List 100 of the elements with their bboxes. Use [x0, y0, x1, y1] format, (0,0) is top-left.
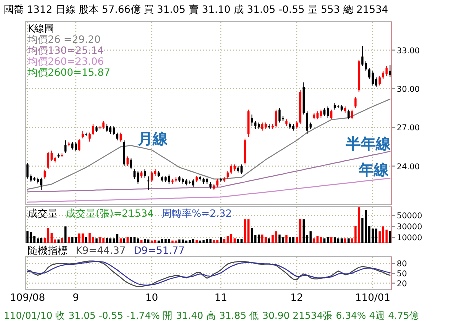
bar: [102, 238, 105, 243]
line-series: [27, 151, 391, 193]
bar: [226, 236, 230, 243]
bar: [337, 238, 340, 243]
y-tick-label: 50000: [397, 212, 422, 221]
bar: [85, 237, 88, 243]
bar: [223, 239, 226, 243]
bar: [234, 238, 236, 243]
candlestick: [78, 138, 81, 152]
candlestick: [230, 164, 233, 175]
y-tick-label: 30000: [397, 222, 422, 232]
bar: [182, 240, 184, 243]
x-tick-label: 11: [214, 293, 228, 304]
text: D9=51.77: [134, 246, 186, 257]
candlestick: [375, 77, 378, 88]
candlestick: [112, 126, 116, 136]
candlestick: [337, 104, 340, 109]
text: 均價130=25.14: [27, 45, 104, 57]
y-tick-label: 80: [397, 260, 408, 269]
x-tick-label: 9: [72, 293, 80, 304]
bar: [112, 238, 116, 243]
bar: [120, 238, 122, 243]
bar: [237, 239, 240, 243]
y-tick-label: 33.00: [397, 46, 420, 56]
bar: [137, 238, 140, 243]
candlestick: [372, 70, 374, 86]
bar: [258, 234, 260, 243]
candlestick: [64, 140, 67, 154]
bar: [110, 238, 112, 243]
candlestick: [278, 108, 281, 124]
candlestick: [365, 61, 368, 72]
bar: [268, 238, 270, 243]
bar: [47, 228, 50, 243]
y-tick-label: 10000: [397, 234, 422, 243]
bar: [92, 237, 94, 243]
bar: [116, 234, 119, 243]
annotation: 月線: [137, 130, 169, 148]
y-tick-label: 50: [397, 270, 408, 278]
candlestick: [130, 158, 132, 170]
candlestick: [306, 111, 308, 135]
chart-title: 隨機指標: [28, 245, 68, 257]
y-tick-label: 20: [397, 279, 408, 288]
bar: [192, 239, 195, 243]
candlestick: [251, 114, 254, 126]
bar: [106, 238, 108, 243]
bar: [334, 238, 336, 243]
y-tick-label: 30.00: [397, 85, 420, 94]
bar: [365, 210, 368, 243]
bar: [82, 234, 84, 243]
bar: [164, 239, 167, 243]
candlestick: [378, 76, 381, 86]
bar: [278, 234, 281, 243]
bar: [310, 232, 312, 243]
bar: [330, 238, 333, 243]
line-series: [27, 178, 391, 203]
candlestick: [389, 64, 392, 78]
bar: [78, 234, 81, 243]
bar: [168, 239, 170, 243]
text: 均價26 =29.20: [27, 34, 101, 46]
bar: [375, 228, 378, 243]
bar: [261, 234, 264, 243]
bar: [348, 238, 350, 243]
bar: [282, 238, 284, 243]
candlestick: [150, 171, 154, 183]
bar: [316, 236, 319, 243]
annotation: 年線: [358, 161, 390, 179]
candlestick: [354, 96, 357, 109]
bar: [161, 239, 164, 243]
bar: [88, 233, 91, 243]
bar: [289, 238, 292, 243]
bar: [123, 238, 126, 243]
bar: [324, 238, 326, 243]
bar: [251, 228, 254, 243]
bar: [61, 238, 64, 243]
candlestick: [47, 152, 50, 170]
candlestick: [120, 132, 122, 142]
bar: [389, 231, 392, 243]
annotation: 周轉率%=2.32: [162, 208, 232, 220]
candlestick: [368, 68, 371, 80]
bar: [72, 237, 74, 243]
bar: [358, 208, 360, 243]
candlestick: [240, 164, 243, 175]
bar: [327, 237, 330, 243]
bar: [240, 239, 243, 243]
bar: [148, 240, 150, 243]
text: 均價260=23.06: [27, 56, 104, 68]
bar: [40, 238, 43, 243]
candlestick: [348, 109, 350, 120]
x-tick-label: 109/08: [10, 293, 46, 304]
candlestick: [26, 162, 29, 180]
annotation: 成交量(張)=21534: [66, 208, 154, 220]
bar: [96, 238, 98, 243]
bar: [144, 239, 146, 243]
candlestick: [244, 138, 246, 166]
bar: [275, 232, 278, 243]
chart-title: 成交量: [28, 208, 58, 220]
annotation: 半年線: [345, 135, 392, 153]
bar: [248, 220, 250, 243]
candlestick: [123, 140, 126, 167]
bar: [74, 237, 78, 243]
